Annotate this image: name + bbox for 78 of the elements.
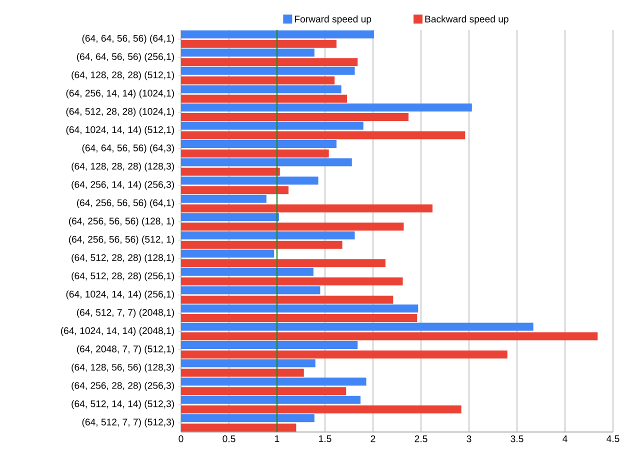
bar — [181, 259, 386, 268]
bar — [181, 204, 433, 212]
bar — [181, 414, 314, 422]
y-tick-label: (64, 1024, 14, 14) (256,1) — [66, 290, 174, 300]
legend-label: Backward speed up — [425, 15, 508, 24]
bar — [181, 140, 337, 148]
bar — [181, 405, 462, 414]
bar — [181, 112, 409, 121]
bar — [181, 66, 355, 75]
bar — [181, 296, 394, 304]
bar — [181, 122, 364, 130]
y-tick-label: (64, 256, 56, 56) (64,1) — [77, 199, 174, 208]
y-tick-label: (64, 128, 56, 56) (128,3) — [72, 364, 174, 373]
bar — [181, 168, 280, 176]
y-tick-label: (64, 512, 28, 28) (128,1) — [72, 254, 174, 263]
x-tick-label: 2.5 — [414, 435, 428, 442]
x-tick-label: 0 — [178, 435, 184, 442]
bar — [181, 396, 361, 404]
bar — [181, 131, 466, 140]
bar — [181, 341, 358, 350]
bar — [181, 103, 472, 112]
bar — [181, 322, 534, 331]
y-tick-label: (64, 1024, 14, 14) (2048,1) — [60, 327, 174, 336]
y-tick-label: (64, 128, 28, 28) (128,3) — [72, 162, 174, 172]
y-tick-label: (64, 64, 56, 56) (64,3) — [82, 144, 174, 154]
x-tick-label: 3 — [466, 435, 472, 442]
bar — [181, 40, 337, 48]
bar — [181, 359, 316, 368]
x-tick-label: 3.5 — [510, 435, 524, 442]
y-tick-label: (64, 256, 56, 56) (128, 1) — [68, 217, 174, 226]
x-tick-label: 4.5 — [606, 435, 620, 442]
y-tick-label: (64, 256, 14, 14) (256,3) — [72, 180, 174, 190]
bar — [181, 424, 296, 432]
bar — [181, 158, 352, 166]
y-tick-label: (64, 512, 7, 7) (2048,1) — [77, 308, 174, 318]
bar — [181, 76, 335, 84]
bar — [181, 150, 329, 158]
bar — [181, 314, 418, 322]
y-tick-label: (64, 64, 56, 56) (64,1) — [82, 34, 174, 44]
bar — [181, 277, 403, 286]
bar — [181, 332, 598, 340]
y-tick-label: (64, 128, 28, 28) (512,1) — [72, 71, 174, 80]
x-tick-label: 2 — [370, 435, 376, 442]
bar — [181, 378, 366, 386]
y-tick-label: (64, 256, 56, 56) (512, 1) — [68, 236, 174, 245]
bar — [181, 48, 314, 57]
bar — [181, 85, 342, 94]
bar — [181, 231, 355, 240]
y-tick-label: (64, 64, 56, 56) (256,1) — [77, 52, 174, 62]
y-tick-label: (64, 512, 28, 28) (256,1) — [72, 272, 174, 282]
x-tick-label: 1.5 — [319, 435, 332, 442]
bar — [181, 222, 404, 231]
bar — [181, 304, 418, 312]
y-tick-label: (64, 2048, 7, 7) (512,1) — [77, 345, 174, 354]
y-tick-label: (64, 512, 7, 7) (512,3) — [82, 418, 174, 428]
y-tick-label: (64, 512, 14, 14) (512,3) — [72, 400, 174, 410]
bar — [181, 250, 274, 258]
y-tick-label: (64, 256, 28, 28) (256,3) — [72, 382, 174, 391]
bar — [181, 387, 346, 396]
y-tick-label: (64, 1024, 14, 14) (512,1) — [66, 126, 174, 135]
legend-label: Forward speed up — [294, 15, 372, 24]
bar — [181, 350, 508, 359]
y-tick-label: (64, 256, 14, 14) (1024,1) — [66, 89, 174, 98]
bar — [181, 240, 342, 249]
bar — [181, 268, 314, 276]
bar — [181, 194, 266, 203]
bar — [181, 286, 320, 294]
bar — [181, 368, 304, 377]
bar — [181, 94, 348, 103]
x-tick-label: 1 — [275, 435, 280, 442]
bar — [181, 58, 358, 66]
y-tick-label: (64, 512, 28, 28) (1024,1) — [66, 108, 174, 117]
bar — [181, 213, 279, 222]
bar — [181, 30, 374, 38]
x-tick-label: 4 — [562, 435, 568, 442]
bar — [181, 176, 318, 185]
x-tick-label: 0.5 — [222, 435, 236, 442]
bar — [181, 186, 289, 194]
